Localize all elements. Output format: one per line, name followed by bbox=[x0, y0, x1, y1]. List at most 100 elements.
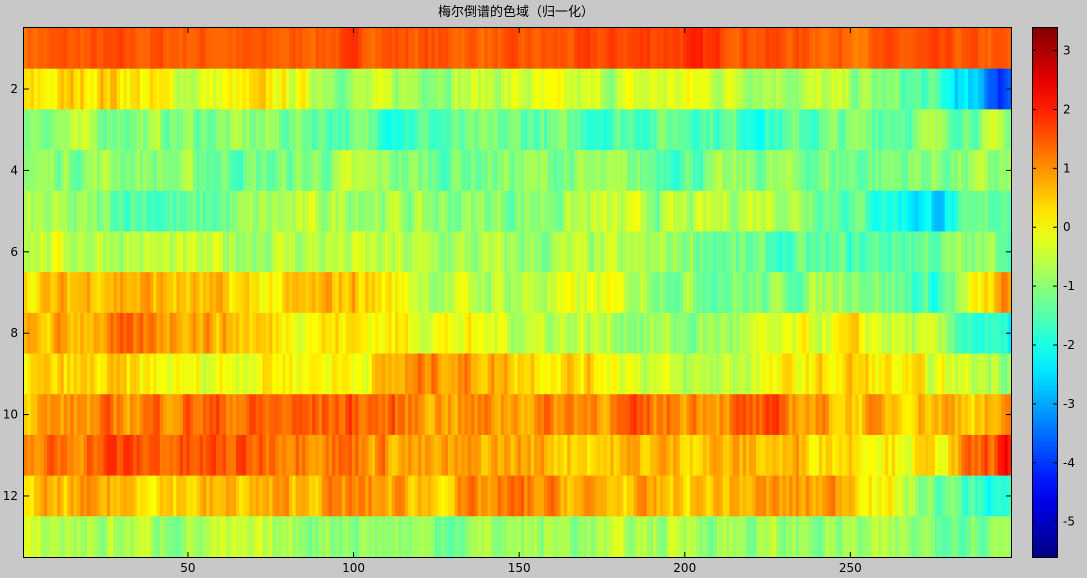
heatmap-cell bbox=[166, 353, 171, 395]
heatmap-cell bbox=[871, 190, 876, 233]
heatmap-plot-area[interactable] bbox=[24, 28, 1012, 558]
heatmap-cell bbox=[603, 516, 608, 558]
heatmap-cell bbox=[235, 394, 240, 436]
heatmap-cell bbox=[540, 272, 545, 314]
heatmap-cell bbox=[487, 434, 492, 477]
heatmap-cell bbox=[365, 434, 370, 477]
heatmap-cell bbox=[424, 475, 429, 517]
heatmap-cell bbox=[100, 28, 105, 70]
heatmap-cell bbox=[252, 190, 257, 233]
heatmap-cell bbox=[315, 150, 320, 192]
heatmap-cell bbox=[421, 68, 426, 110]
heatmap-cell bbox=[934, 312, 939, 355]
heatmap-cell bbox=[842, 190, 846, 233]
heatmap-cell bbox=[110, 28, 115, 70]
heatmap-cell bbox=[80, 68, 85, 110]
heatmap-cell bbox=[365, 68, 370, 110]
heatmap-cell bbox=[716, 109, 721, 151]
heatmap-cell bbox=[898, 28, 903, 70]
heatmap-cell bbox=[895, 475, 899, 517]
heatmap-cell bbox=[500, 475, 505, 517]
heatmap-cell bbox=[540, 28, 545, 70]
heatmap-cell bbox=[626, 516, 631, 558]
heatmap-cell bbox=[974, 109, 979, 151]
heatmap-cell bbox=[245, 312, 250, 355]
heatmap-cell bbox=[43, 516, 48, 558]
heatmap-cell bbox=[835, 312, 840, 355]
heatmap-cell bbox=[295, 190, 300, 233]
heatmap-cell bbox=[312, 353, 317, 395]
heatmap-cell bbox=[100, 312, 105, 355]
heatmap-cell bbox=[785, 190, 790, 233]
heatmap-cell bbox=[636, 231, 641, 273]
heatmap-cell bbox=[610, 68, 615, 110]
heatmap-cell bbox=[358, 312, 363, 355]
heatmap-cell bbox=[328, 475, 333, 517]
heatmap-cell bbox=[40, 516, 45, 558]
heatmap-cell bbox=[143, 109, 148, 151]
heatmap-cell bbox=[302, 109, 307, 151]
heatmap-cell bbox=[67, 434, 71, 477]
heatmap-cell bbox=[96, 68, 101, 110]
heatmap-cell bbox=[378, 434, 383, 477]
heatmap-cell bbox=[706, 150, 711, 192]
heatmap-cell bbox=[871, 475, 876, 517]
heatmap-cell bbox=[90, 516, 95, 558]
heatmap-cell bbox=[47, 353, 52, 395]
heatmap-cell bbox=[169, 109, 174, 151]
heatmap-cell bbox=[547, 68, 552, 110]
heatmap-cell bbox=[312, 475, 317, 517]
heatmap-cell bbox=[451, 231, 456, 273]
heatmap-cell bbox=[103, 231, 108, 273]
heatmap-cell bbox=[971, 150, 976, 192]
heatmap-cell bbox=[818, 109, 823, 151]
heatmap-cell bbox=[212, 68, 217, 110]
heatmap-cell bbox=[123, 109, 128, 151]
heatmap-cell bbox=[146, 353, 151, 395]
heatmap-cell bbox=[527, 28, 532, 70]
heatmap-cell bbox=[404, 109, 409, 151]
heatmap-cell bbox=[818, 272, 823, 314]
heatmap-cell bbox=[964, 231, 969, 273]
heatmap-cell bbox=[269, 190, 273, 233]
heatmap-cell bbox=[769, 68, 774, 110]
heatmap-cell bbox=[845, 28, 850, 70]
heatmap-cell bbox=[252, 28, 257, 70]
heatmap-cell bbox=[302, 231, 307, 273]
heatmap-cell bbox=[179, 190, 184, 233]
heatmap-cell bbox=[279, 231, 283, 273]
heatmap-cell bbox=[226, 68, 230, 110]
heatmap-cell bbox=[441, 68, 446, 110]
heatmap-cell bbox=[47, 109, 52, 151]
heatmap-cell bbox=[779, 68, 784, 110]
heatmap-cell bbox=[60, 150, 65, 192]
heatmap-cell bbox=[769, 394, 774, 436]
heatmap-cell bbox=[163, 312, 168, 355]
heatmap-cell bbox=[620, 231, 625, 273]
heatmap-cell bbox=[606, 28, 611, 70]
heatmap-cell bbox=[620, 28, 625, 70]
heatmap-cell bbox=[726, 516, 731, 558]
y-tick-label: 4 bbox=[10, 163, 18, 177]
heatmap-cell bbox=[272, 150, 277, 192]
heatmap-cell bbox=[530, 28, 535, 70]
heatmap-cell bbox=[67, 28, 71, 70]
heatmap-cell bbox=[958, 353, 962, 395]
heatmap-cell bbox=[328, 109, 333, 151]
heatmap-cell bbox=[361, 516, 366, 558]
heatmap-cell bbox=[795, 353, 800, 395]
heatmap-cell bbox=[683, 231, 688, 273]
heatmap-cell bbox=[76, 272, 81, 314]
heatmap-cell bbox=[583, 353, 588, 395]
heatmap-cell bbox=[411, 190, 416, 233]
heatmap-cell bbox=[272, 475, 277, 517]
heatmap-cell bbox=[504, 394, 509, 436]
heatmap-cell bbox=[27, 231, 32, 273]
heatmap-cell bbox=[262, 475, 267, 517]
heatmap-cell bbox=[471, 516, 476, 558]
heatmap-cell bbox=[696, 150, 701, 192]
heatmap-cell bbox=[951, 231, 956, 273]
heatmap-cell bbox=[202, 353, 207, 395]
heatmap-cell bbox=[368, 394, 373, 436]
heatmap-cell bbox=[176, 475, 181, 517]
